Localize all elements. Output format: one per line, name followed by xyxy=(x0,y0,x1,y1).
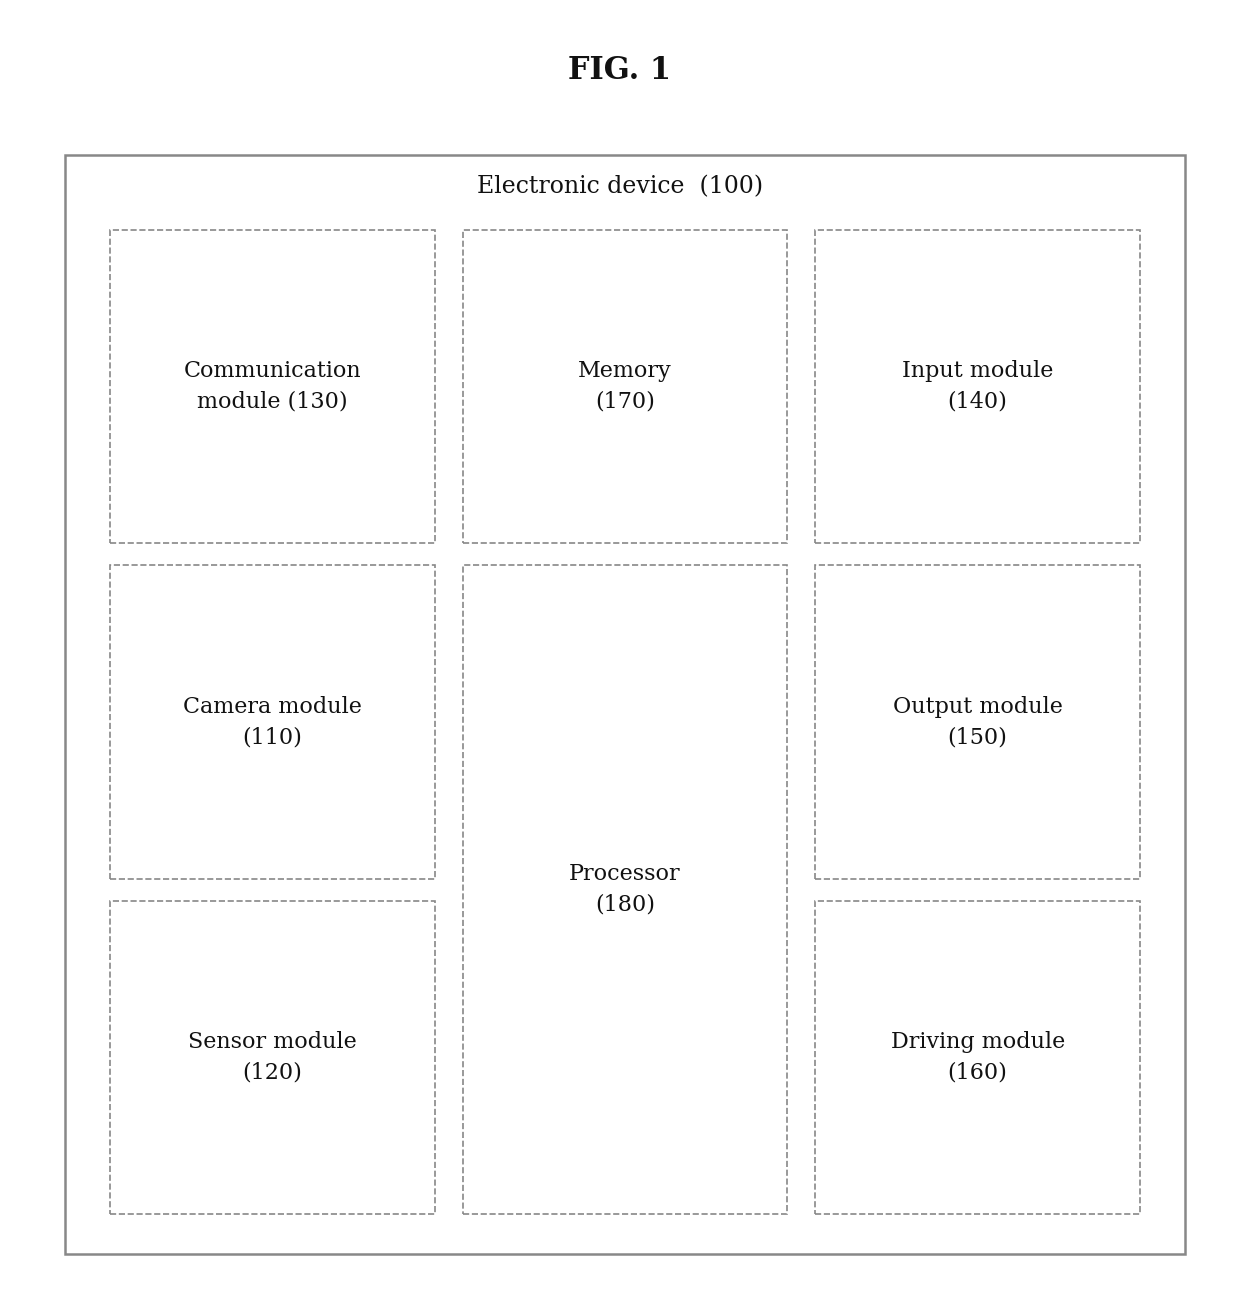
Bar xyxy=(110,901,435,1213)
Bar xyxy=(816,230,1140,543)
Bar xyxy=(816,901,1140,1213)
Bar xyxy=(110,230,435,543)
Text: FIG. 1: FIG. 1 xyxy=(568,55,672,86)
Bar xyxy=(64,154,1185,1254)
Text: Input module
(140): Input module (140) xyxy=(901,360,1053,412)
Bar xyxy=(816,565,1140,878)
Text: Electronic device  (100): Electronic device (100) xyxy=(477,175,763,198)
Text: Processor
(180): Processor (180) xyxy=(569,864,681,916)
Text: Communication
module (130): Communication module (130) xyxy=(184,360,361,412)
Bar xyxy=(110,565,435,878)
Text: Output module
(150): Output module (150) xyxy=(893,696,1063,749)
Text: Sensor module
(120): Sensor module (120) xyxy=(188,1031,357,1084)
Text: Driving module
(160): Driving module (160) xyxy=(890,1031,1065,1084)
Bar xyxy=(463,230,787,543)
Bar xyxy=(463,565,787,1213)
Text: Memory
(170): Memory (170) xyxy=(578,360,672,412)
Text: Camera module
(110): Camera module (110) xyxy=(182,696,362,749)
